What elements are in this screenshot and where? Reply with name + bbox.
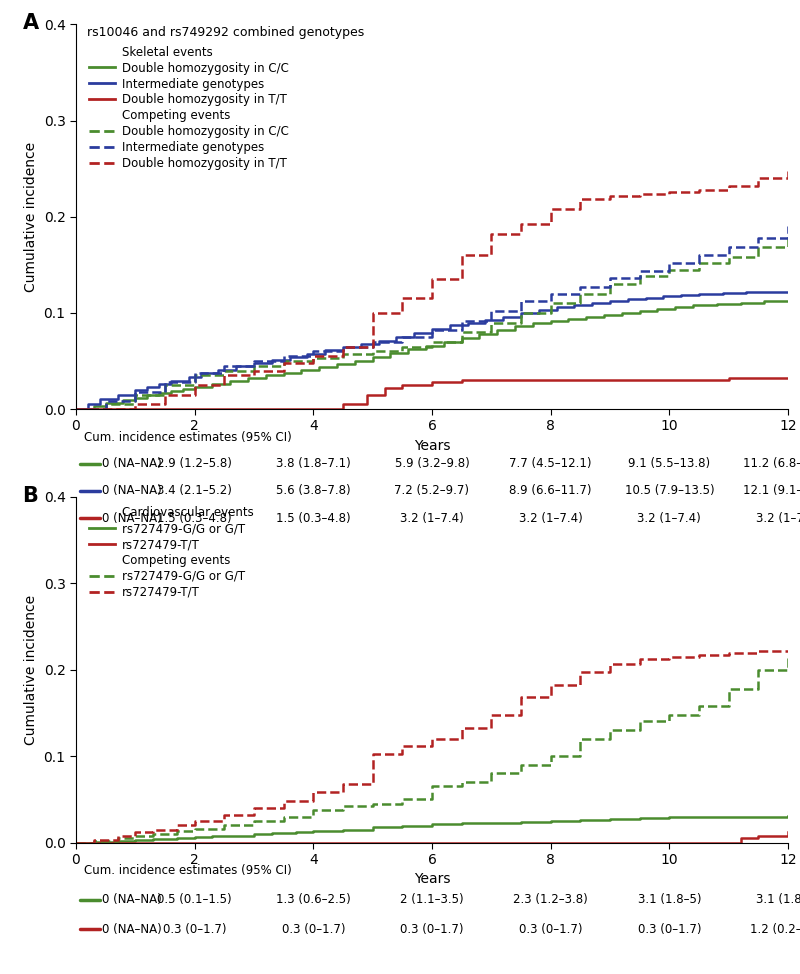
Text: 0.3 (0–1.7): 0.3 (0–1.7): [638, 922, 701, 936]
Text: A: A: [22, 13, 38, 33]
Text: 2 (1.1–3.5): 2 (1.1–3.5): [400, 893, 464, 907]
Text: 1.5 (0.3–4.8): 1.5 (0.3–4.8): [158, 511, 232, 525]
Text: 5.6 (3.8–7.8): 5.6 (3.8–7.8): [276, 484, 350, 498]
Text: 2.3 (1.2–3.8): 2.3 (1.2–3.8): [514, 893, 588, 907]
Text: 0.3 (0–1.7): 0.3 (0–1.7): [519, 922, 582, 936]
Text: 5.9 (3.2–9.8): 5.9 (3.2–9.8): [394, 457, 470, 470]
Text: 1.3 (0.6–2.5): 1.3 (0.6–2.5): [276, 893, 350, 907]
X-axis label: Years: Years: [414, 439, 450, 453]
Text: 7.2 (5.2–9.7): 7.2 (5.2–9.7): [394, 484, 470, 498]
Y-axis label: Cumulative incidence: Cumulative incidence: [24, 594, 38, 745]
Text: 0.3 (0–1.7): 0.3 (0–1.7): [163, 922, 226, 936]
Text: 0.5 (0.1–1.5): 0.5 (0.1–1.5): [158, 893, 232, 907]
Text: 0 (NA–NA): 0 (NA–NA): [102, 511, 162, 525]
Text: rs10046 and rs749292 combined genotypes: rs10046 and rs749292 combined genotypes: [86, 26, 364, 39]
Text: 0.3 (0–1.7): 0.3 (0–1.7): [282, 922, 345, 936]
Text: 0 (NA–NA): 0 (NA–NA): [102, 484, 162, 498]
Text: Cum. incidence estimates (95% CI): Cum. incidence estimates (95% CI): [84, 864, 292, 877]
Text: 3.2 (1–7.4): 3.2 (1–7.4): [518, 511, 582, 525]
Text: 3.2 (1–7.4): 3.2 (1–7.4): [400, 511, 464, 525]
Text: 12.1 (9.1–15.5): 12.1 (9.1–15.5): [743, 484, 800, 498]
Text: 3.8 (1.8–7.1): 3.8 (1.8–7.1): [276, 457, 350, 470]
Text: 0.3 (0–1.7): 0.3 (0–1.7): [400, 922, 464, 936]
Text: 1.2 (0.2–4.4): 1.2 (0.2–4.4): [750, 922, 800, 936]
Text: 3.1 (1.8–5): 3.1 (1.8–5): [638, 893, 701, 907]
Text: 7.7 (4.5–12.1): 7.7 (4.5–12.1): [510, 457, 592, 470]
Text: 9.1 (5.5–13.8): 9.1 (5.5–13.8): [628, 457, 710, 470]
X-axis label: Years: Years: [414, 873, 450, 886]
Legend: Cardiovascular events, rs727479-G/G or G/T, rs727479-T/T, Competing events, rs72: Cardiovascular events, rs727479-G/G or G…: [89, 506, 254, 599]
Text: 0 (NA–NA): 0 (NA–NA): [102, 457, 162, 470]
Text: 3.4 (2.1–5.2): 3.4 (2.1–5.2): [158, 484, 232, 498]
Text: 0 (NA–NA): 0 (NA–NA): [102, 922, 162, 936]
Text: B: B: [22, 486, 38, 506]
Text: 8.9 (6.6–11.7): 8.9 (6.6–11.7): [510, 484, 592, 498]
Text: Cum. incidence estimates (95% CI): Cum. incidence estimates (95% CI): [84, 431, 292, 443]
Text: 3.1 (1.8–5): 3.1 (1.8–5): [756, 893, 800, 907]
Text: 0 (NA–NA): 0 (NA–NA): [102, 893, 162, 907]
Y-axis label: Cumulative incidence: Cumulative incidence: [24, 141, 38, 292]
Text: 2.9 (1.2–5.8): 2.9 (1.2–5.8): [158, 457, 232, 470]
Text: 1.5 (0.3–4.8): 1.5 (0.3–4.8): [276, 511, 350, 525]
Text: 11.2 (6.8–16.9): 11.2 (6.8–16.9): [743, 457, 800, 470]
Text: 3.2 (1–7.4): 3.2 (1–7.4): [756, 511, 800, 525]
Legend: Skeletal events, Double homozygosity in C/C, Intermediate genotypes, Double homo: Skeletal events, Double homozygosity in …: [89, 46, 289, 170]
Text: 3.2 (1–7.4): 3.2 (1–7.4): [638, 511, 702, 525]
Text: 10.5 (7.9–13.5): 10.5 (7.9–13.5): [625, 484, 714, 498]
